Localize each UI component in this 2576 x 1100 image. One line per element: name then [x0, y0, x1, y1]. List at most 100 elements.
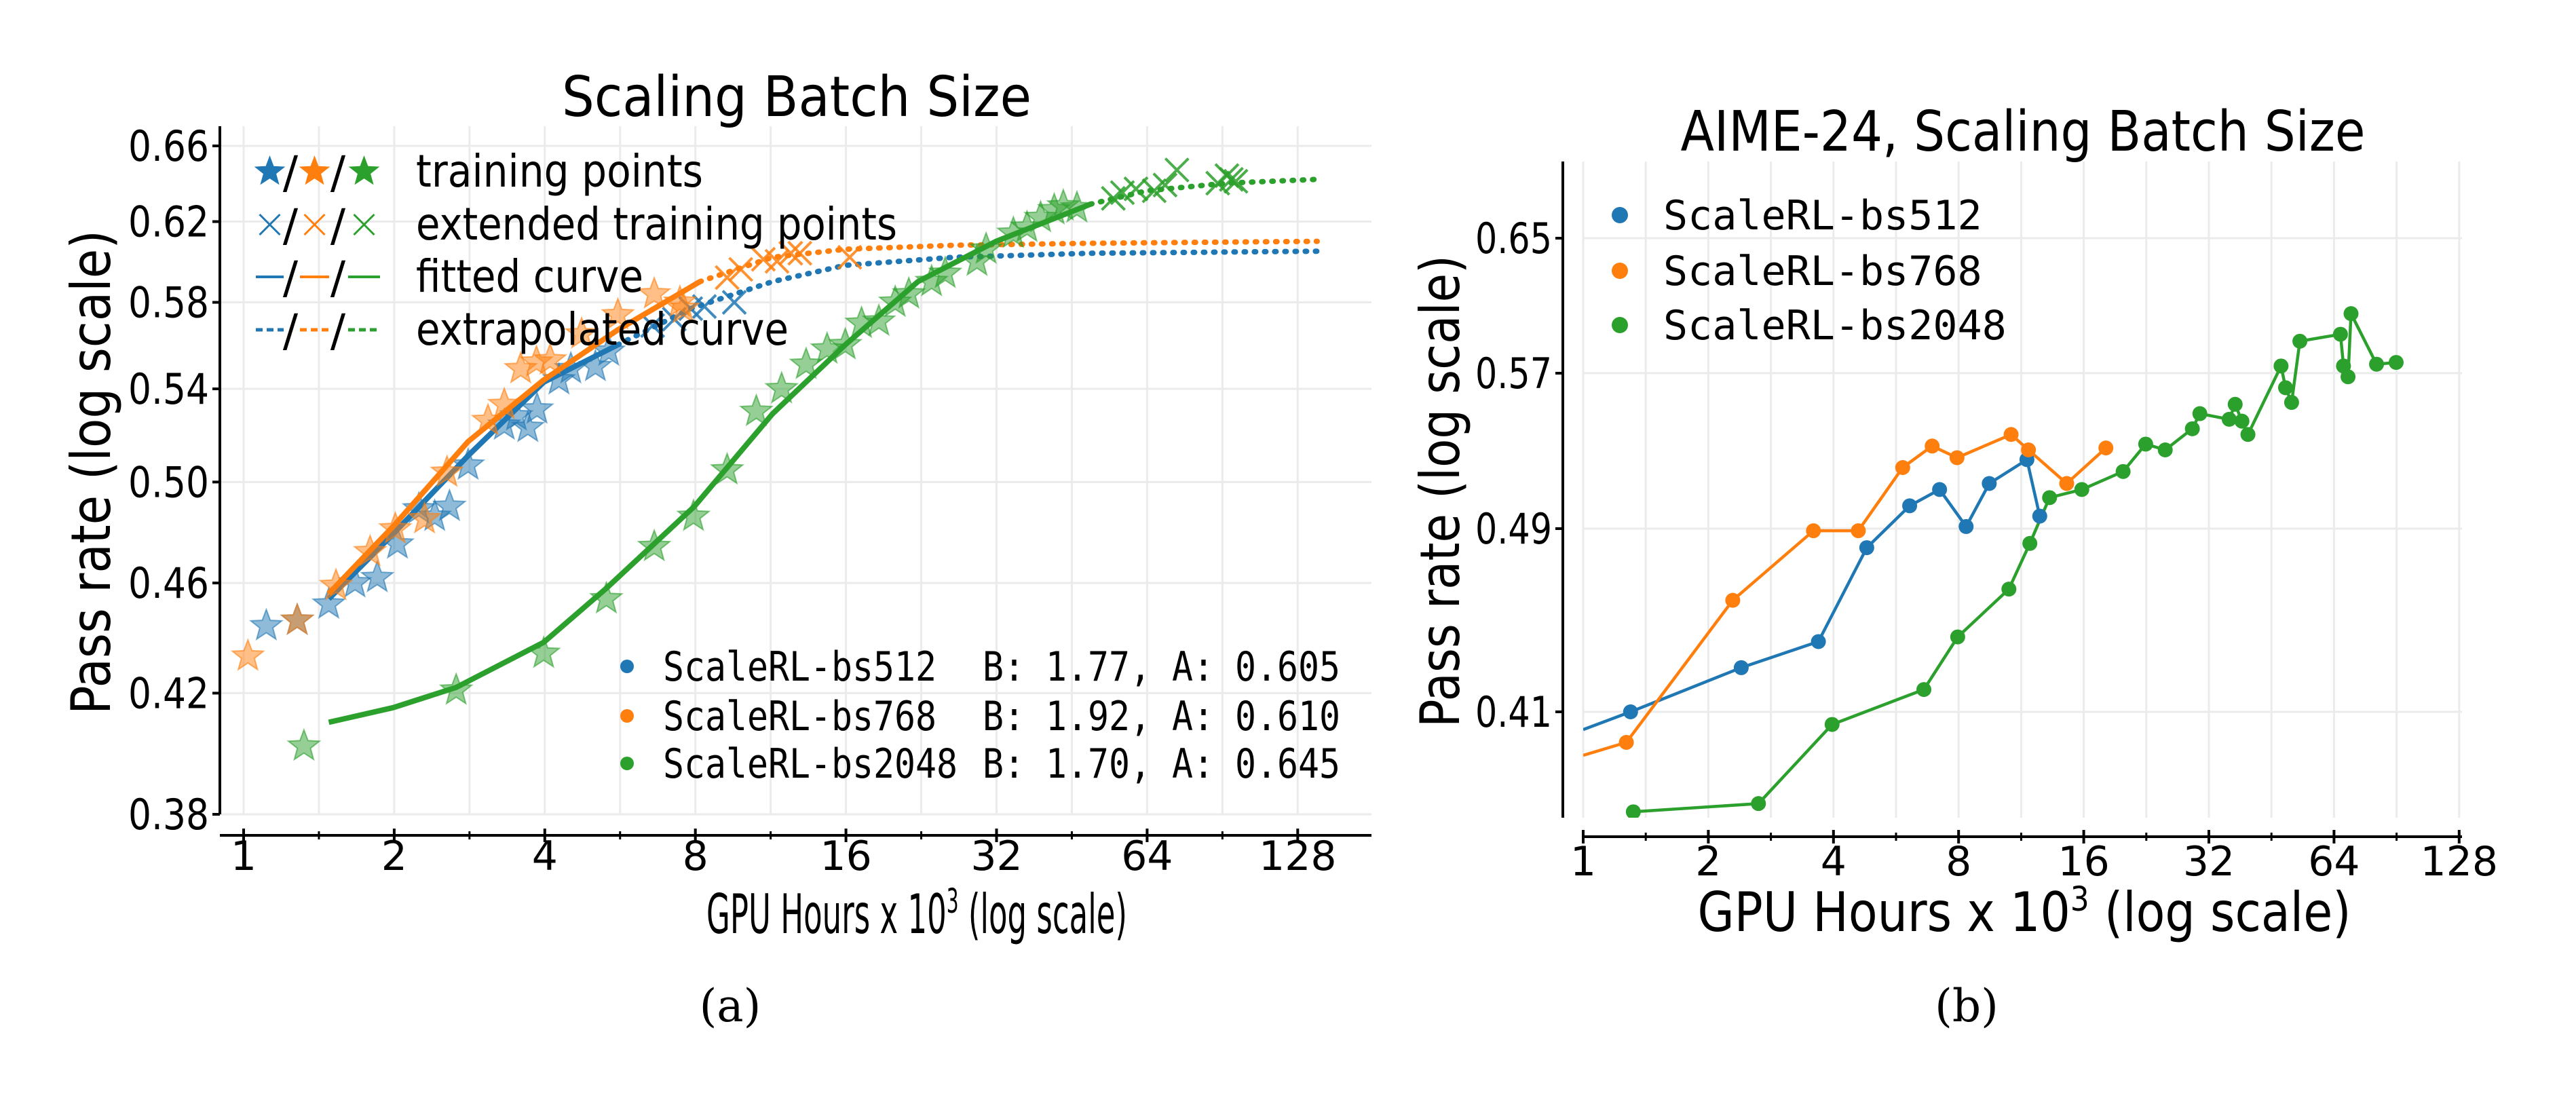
- training-point-bs768: [533, 341, 568, 375]
- training-point-bs2048: [764, 371, 799, 404]
- data-point-bs2048: [2001, 582, 2017, 597]
- chart-b: 1 2 4 8 16 32 64 128 0.41 0.49 0.57 0.65 AIME-24, S…: [1409, 100, 2498, 1032]
- extended-point-bs768: [764, 248, 790, 274]
- extended-point-bs2048: [1219, 166, 1244, 192]
- data-point-bs768: [1925, 438, 1940, 454]
- legend-b: ScaleRL-bs512 ScaleRL-bs768 ScaleRL-bs2048: [1612, 192, 2007, 349]
- x-tick-label: 128: [2421, 838, 2499, 886]
- training-point-bs512: [432, 488, 467, 522]
- training-point-bs512: [451, 447, 486, 480]
- legend-dot-icon: [620, 660, 634, 673]
- data-point-bs2048: [2221, 411, 2237, 427]
- x-tick-label: 8: [683, 833, 708, 880]
- training-point-bs768: [637, 276, 672, 309]
- legend-entry-fitted-curve: fitted curve / /: [256, 250, 643, 304]
- data-point-bs2048: [2343, 306, 2359, 322]
- legend-star-icon: [348, 155, 380, 185]
- data-point-bs768: [2003, 427, 2019, 442]
- extended-point-bs768: [715, 265, 740, 290]
- legend-star-icon: [299, 155, 330, 185]
- legend-separator: /: [330, 252, 346, 304]
- training-point-bs2048: [738, 393, 774, 427]
- series-legend-entry-bs512: ScaleRL-bs512 B: 1.77, A: 0.605: [620, 643, 1340, 691]
- x-axis-label-superscript: 3: [947, 881, 959, 921]
- data-point-bs512: [1733, 660, 1749, 675]
- data-point-bs768: [1949, 450, 1965, 466]
- x-tick-label: 1: [231, 833, 257, 880]
- training-point-bs768: [230, 638, 265, 671]
- ticks-a: 1 2 4 8 16 32 64 128 0.38 0.42 0.46 0.50 0.54 0.58 0.6…: [128, 121, 1337, 880]
- series-line-bs512: [1583, 458, 2041, 732]
- chart-title-a: Scaling Batch Size: [562, 65, 1031, 130]
- data-point-bs2048: [2138, 436, 2153, 452]
- data-point-bs768: [1725, 592, 1741, 608]
- data-point-bs768: [1895, 459, 1910, 475]
- series-name: ScaleRL-bs2048: [663, 740, 958, 788]
- data-point-bs2048: [1950, 629, 1965, 645]
- x-axis-label-main: GPU Hours x 10: [706, 883, 947, 946]
- data-point-bs2048: [2184, 421, 2200, 436]
- legend-entry-bs512: ScaleRL-bs512: [1612, 192, 1982, 240]
- legend-label: ScaleRL-bs2048: [1663, 302, 2007, 349]
- data-point-bs2048: [2157, 442, 2173, 458]
- series-line-bs2048: [1633, 311, 2397, 814]
- x-tick-label: 16: [820, 833, 871, 880]
- legend-separator: /: [330, 305, 346, 357]
- data-point-bs2048: [1625, 804, 1641, 818]
- data-point-bs2048: [2332, 326, 2348, 342]
- x-tick-label: 128: [1259, 833, 1337, 880]
- series-line-bs768: [1583, 433, 2107, 757]
- data-point-bs2048: [2227, 396, 2243, 412]
- training-point-bs2048: [676, 498, 711, 531]
- x-tick-label: 32: [970, 833, 1022, 880]
- data-point-bs2048: [2277, 380, 2293, 396]
- data-point-bs512: [1958, 518, 1974, 534]
- plot-area-a: [230, 157, 1320, 761]
- x-axis-label-b: GPU Hours x 103 (log scale): [1698, 879, 2351, 944]
- extended-point-bs768: [787, 240, 813, 266]
- data-point-bs2048: [2273, 358, 2289, 374]
- data-point-bs2048: [2292, 333, 2308, 349]
- data-point-bs2048: [2042, 490, 2058, 506]
- y-tick-label: 0.50: [128, 457, 209, 507]
- marker-legend: training points / / extended training poi…: [254, 145, 897, 357]
- x-tick-label: 2: [1695, 838, 1721, 886]
- data-point-bs512: [1932, 482, 1948, 497]
- x-tick-label: 4: [532, 833, 558, 880]
- legend-separator: /: [283, 305, 299, 357]
- series-legend-entry-bs2048: ScaleRL-bs2048 B: 1.70, A: 0.645: [620, 740, 1340, 788]
- training-point-bs768: [407, 500, 442, 534]
- data-point-bs768: [1618, 734, 1634, 750]
- legend-label: ScaleRL-bs512: [1663, 192, 1982, 240]
- series-name: ScaleRL-bs512: [663, 643, 936, 691]
- y-tick-label: 0.54: [128, 364, 209, 414]
- data-point-bs2048: [2022, 535, 2038, 551]
- legend-dot-icon: [620, 709, 634, 723]
- data-point-bs2048: [2234, 413, 2250, 429]
- data-point-bs2048: [1824, 717, 1840, 732]
- training-point-bs768: [600, 297, 636, 330]
- training-point-bs512: [311, 586, 347, 620]
- legend-entry-extrapolated-curve: extrapolated curve / /: [256, 303, 789, 357]
- x-tick-label: 2: [381, 833, 407, 880]
- training-point-bs512: [360, 559, 395, 593]
- x-tick-label: 8: [1946, 838, 1971, 886]
- data-point-bs512: [1982, 476, 1997, 491]
- extended-point-bs768: [837, 244, 863, 270]
- legend-entry-bs2048: ScaleRL-bs2048: [1612, 302, 2007, 349]
- data-point-bs768: [1851, 523, 1866, 539]
- legend-label: ScaleRL-bs768: [1663, 248, 1982, 295]
- ticks-b: 1 2 4 8 16 32 64 128 0.41 0.49 0.57 0.65: [1475, 214, 2498, 886]
- legend-entry-training-points: training points / /: [254, 145, 703, 199]
- legend-dot-icon: [1612, 207, 1628, 223]
- y-tick-label: 0.49: [1475, 504, 1552, 554]
- y-axis-label-a: Pass rate (log scale): [60, 230, 123, 715]
- x-tick-label: 1: [1570, 838, 1596, 886]
- y-axis-label-b: Pass rate (log scale): [1409, 255, 1472, 727]
- training-point-bs768: [430, 454, 465, 487]
- series-legend-a: ScaleRL-bs512 B: 1.77, A: 0.605ScaleRL-bs…: [620, 643, 1340, 788]
- data-point-bs2048: [2074, 482, 2089, 497]
- legend-separator: /: [283, 252, 299, 304]
- panel-label-b: (b): [1935, 980, 1999, 1032]
